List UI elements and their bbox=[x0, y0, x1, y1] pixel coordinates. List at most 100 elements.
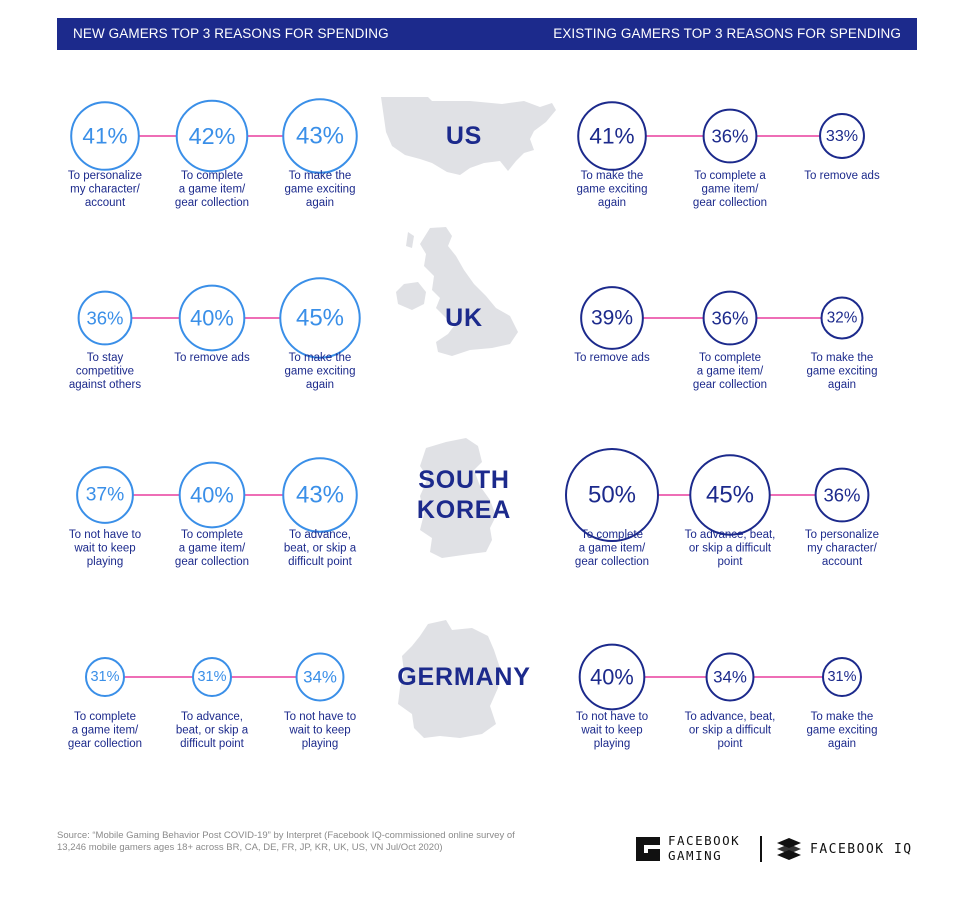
reason-label: To not have to bbox=[69, 529, 141, 541]
germany-map-silhouette bbox=[398, 620, 500, 738]
facebook-iq-icon bbox=[777, 838, 801, 860]
percentage-circle bbox=[819, 113, 865, 159]
reason-label: To make the bbox=[811, 711, 874, 723]
reason-label: point bbox=[718, 556, 744, 568]
reason-label: gear collection bbox=[693, 379, 767, 391]
uk-map-silhouette bbox=[396, 227, 518, 356]
reason-label: a game item/ bbox=[72, 725, 139, 737]
percentage-circle bbox=[814, 467, 870, 523]
reason-label: To make the bbox=[581, 170, 644, 182]
new-gamers-heading: NEW GAMERS TOP 3 REASONS FOR SPENDING bbox=[73, 26, 389, 41]
reason-label: difficult point bbox=[288, 556, 353, 568]
reason-label: playing bbox=[87, 556, 123, 568]
reason-label: account bbox=[85, 197, 126, 209]
reason-label: against others bbox=[69, 379, 141, 391]
country-label: UK bbox=[445, 304, 483, 332]
reason-label: again bbox=[828, 379, 856, 391]
reason-label: a game item/ bbox=[179, 184, 246, 196]
percentage-circle bbox=[178, 461, 246, 529]
reason-label: To make the bbox=[289, 170, 352, 182]
percentage-circle bbox=[70, 101, 140, 171]
reason-label: To stay bbox=[87, 352, 124, 364]
reason-label: playing bbox=[594, 738, 630, 750]
percentage-value: 41% bbox=[82, 124, 127, 149]
percentage-circle bbox=[580, 286, 644, 350]
reason-label: wait to keep bbox=[580, 725, 642, 737]
percentage-value: 36% bbox=[86, 308, 123, 329]
percentage-circle bbox=[76, 466, 134, 524]
percentage-value: 39% bbox=[591, 307, 633, 330]
reason-label: To make the bbox=[289, 352, 352, 364]
reason-label: To advance, bbox=[289, 529, 351, 541]
reason-label: game exciting bbox=[577, 184, 648, 196]
percentage-circle bbox=[178, 284, 246, 352]
percentage-value: 50% bbox=[588, 482, 636, 509]
reason-label: account bbox=[822, 556, 863, 568]
country-label: SOUTH bbox=[418, 466, 510, 494]
percentage-value: 37% bbox=[86, 485, 125, 506]
percentage-value: 33% bbox=[826, 127, 858, 145]
facebook-gaming-logo-line2: GAMING bbox=[668, 848, 723, 863]
reason-label: again bbox=[598, 197, 626, 209]
percentage-value: 36% bbox=[711, 126, 748, 147]
reason-label: wait to keep bbox=[288, 725, 350, 737]
reason-label: To remove ads bbox=[174, 352, 250, 364]
reason-label: To make the bbox=[811, 352, 874, 364]
reason-label: gear collection bbox=[693, 197, 767, 209]
percentage-value: 32% bbox=[827, 310, 858, 327]
facebook-gaming-logo-line1: FACEBOOK bbox=[668, 833, 741, 848]
reason-label: To personalize bbox=[805, 529, 879, 541]
reason-label: a game item/ bbox=[579, 543, 646, 555]
percentage-circle bbox=[820, 296, 864, 340]
percentage-value: 40% bbox=[590, 665, 634, 690]
percentage-circle bbox=[822, 657, 862, 697]
reason-label: again bbox=[306, 197, 334, 209]
percentage-value: 34% bbox=[303, 668, 337, 687]
percentage-circle bbox=[565, 448, 659, 542]
percentage-circle bbox=[295, 652, 345, 702]
percentage-value: 31% bbox=[90, 669, 119, 685]
percentage-value: 43% bbox=[296, 123, 344, 150]
percentage-circle bbox=[192, 657, 232, 697]
reason-label: To complete bbox=[581, 529, 643, 541]
percentage-value: 34% bbox=[713, 668, 747, 687]
logo-divider bbox=[760, 836, 762, 862]
reason-label: again bbox=[306, 379, 334, 391]
reason-label: To complete bbox=[181, 170, 243, 182]
reason-label: a game item/ bbox=[179, 543, 246, 555]
percentage-circle bbox=[577, 101, 647, 171]
reason-label: To complete bbox=[74, 711, 136, 723]
percentage-value: 40% bbox=[190, 483, 234, 508]
percentage-value: 42% bbox=[189, 123, 236, 149]
percentage-circle bbox=[85, 657, 125, 697]
percentage-circle bbox=[705, 652, 755, 702]
facebook-iq-logo: FACEBOOK IQ bbox=[776, 836, 926, 864]
facebook-gaming-logo: FACEBOOK GAMING bbox=[636, 834, 756, 864]
percentage-value: 36% bbox=[711, 308, 748, 329]
percentage-circle bbox=[279, 277, 361, 359]
percentage-value: 45% bbox=[706, 482, 754, 509]
reason-label: or skip a difficult bbox=[689, 725, 772, 737]
reason-label: or skip a difficult bbox=[689, 543, 772, 555]
reason-label: To complete bbox=[181, 529, 243, 541]
reason-label: wait to keep bbox=[73, 543, 135, 555]
reason-label: To advance, beat, bbox=[685, 711, 776, 723]
percentage-value: 43% bbox=[296, 482, 344, 509]
percentage-circle bbox=[702, 108, 758, 164]
reason-label: To advance, bbox=[181, 711, 243, 723]
reason-label: To not have to bbox=[284, 711, 356, 723]
reason-label: game exciting bbox=[285, 366, 356, 378]
source-line-1: Source: “Mobile Gaming Behavior Post COV… bbox=[57, 830, 515, 841]
country-label: KOREA bbox=[417, 496, 511, 524]
header-bar: NEW GAMERS TOP 3 REASONS FOR SPENDING EX… bbox=[57, 18, 917, 50]
percentage-circle bbox=[578, 643, 646, 711]
facebook-gaming-icon bbox=[636, 837, 660, 861]
reason-label: my character/ bbox=[807, 543, 877, 555]
south-korea-map-silhouette bbox=[420, 438, 496, 558]
reason-label: gear collection bbox=[68, 738, 142, 750]
reason-label: my character/ bbox=[70, 184, 140, 196]
reason-label: beat, or skip a bbox=[176, 725, 249, 737]
reason-label: point bbox=[718, 738, 744, 750]
percentage-circle bbox=[175, 99, 249, 173]
source-line-2: 13,246 mobile gamers ages 18+ across BR,… bbox=[57, 842, 443, 853]
